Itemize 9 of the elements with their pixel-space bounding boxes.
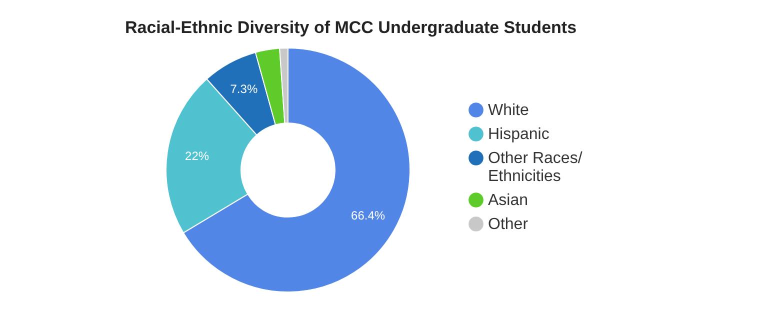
legend-label: Other Races/ Ethnicities xyxy=(488,150,583,185)
legend-label: Asian xyxy=(488,192,528,209)
data-label: 66.4% xyxy=(351,208,386,222)
legend-label: White xyxy=(488,102,529,119)
legend-label: Other xyxy=(488,216,529,233)
data-label: 7.3% xyxy=(230,82,258,96)
chart-title: Racial-Ethnic Diversity of MCC Undergraduate Students xyxy=(125,18,577,37)
legend-label: Hispanic xyxy=(488,126,550,143)
data-label: 22% xyxy=(185,149,210,164)
